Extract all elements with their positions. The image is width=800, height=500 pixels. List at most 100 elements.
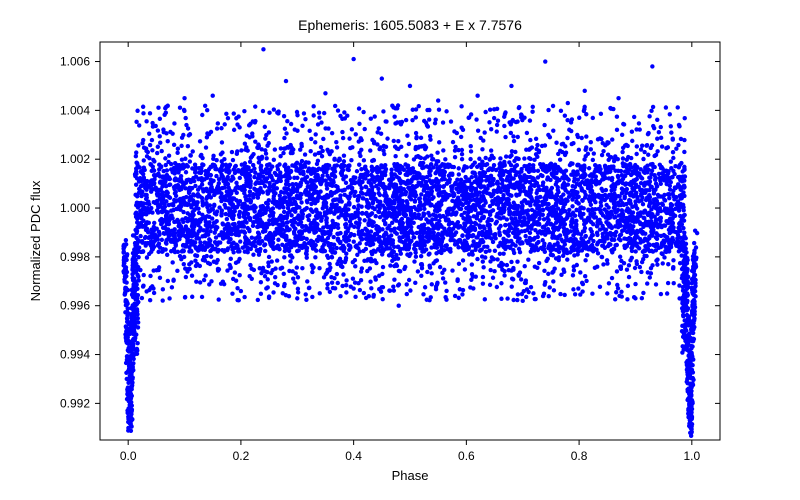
data-point <box>588 212 592 216</box>
data-point <box>621 212 625 216</box>
data-point <box>150 148 154 152</box>
data-point <box>435 187 439 191</box>
data-point <box>599 196 603 200</box>
data-point <box>225 189 229 193</box>
data-point <box>503 223 507 227</box>
data-point <box>291 197 295 201</box>
data-point <box>381 265 385 269</box>
data-point <box>457 172 461 176</box>
data-point <box>151 164 155 168</box>
data-point <box>536 240 540 244</box>
data-point <box>369 250 373 254</box>
data-point <box>422 207 426 211</box>
data-point <box>616 181 620 185</box>
data-point <box>468 234 472 238</box>
data-point <box>355 253 359 257</box>
data-point <box>666 262 670 266</box>
data-point <box>528 175 532 179</box>
data-point <box>381 212 385 216</box>
data-point <box>472 214 476 218</box>
data-point <box>477 231 481 235</box>
data-point <box>189 203 193 207</box>
data-point <box>438 215 442 219</box>
data-point <box>372 158 376 162</box>
data-point <box>251 163 255 167</box>
data-point <box>300 215 304 219</box>
data-point <box>175 151 179 155</box>
data-point <box>574 219 578 223</box>
data-point <box>639 147 643 151</box>
data-point <box>362 218 366 222</box>
data-point <box>231 158 235 162</box>
data-point <box>431 226 435 230</box>
data-point <box>162 232 166 236</box>
data-point <box>515 206 519 210</box>
data-point <box>571 233 575 237</box>
data-point <box>443 157 447 161</box>
data-point <box>421 212 425 216</box>
data-point <box>418 207 422 211</box>
data-point <box>450 189 454 193</box>
data-point <box>488 166 492 170</box>
data-point <box>136 143 140 147</box>
data-point <box>152 221 156 225</box>
data-point <box>382 152 386 156</box>
data-point <box>192 208 196 212</box>
data-point <box>611 166 615 170</box>
data-point <box>184 163 188 167</box>
data-point <box>612 238 616 242</box>
data-point <box>371 193 375 197</box>
data-point <box>273 191 277 195</box>
data-point <box>457 238 461 242</box>
data-point <box>283 228 287 232</box>
data-point <box>502 269 506 273</box>
data-point <box>643 181 647 185</box>
data-point <box>144 212 148 216</box>
data-point <box>418 200 422 204</box>
data-point <box>326 236 330 240</box>
data-point <box>547 167 551 171</box>
data-point <box>267 181 271 185</box>
data-point <box>443 229 447 233</box>
data-point <box>260 179 264 183</box>
data-point <box>536 184 540 188</box>
data-point <box>303 207 307 211</box>
data-point <box>631 216 635 220</box>
data-point <box>553 197 557 201</box>
data-point <box>356 203 360 207</box>
data-point <box>606 152 610 156</box>
data-point <box>383 222 387 226</box>
data-point <box>486 223 490 227</box>
data-point <box>349 158 353 162</box>
data-point <box>441 148 445 152</box>
data-point <box>406 179 410 183</box>
data-point <box>591 180 595 184</box>
data-point <box>263 148 267 152</box>
data-point <box>446 217 450 221</box>
data-point <box>536 211 540 215</box>
data-point <box>524 148 528 152</box>
y-axis-label: Normalized PDC flux <box>28 180 43 301</box>
data-point <box>589 173 593 177</box>
data-point <box>644 254 648 258</box>
data-point <box>209 254 213 258</box>
data-point <box>452 238 456 242</box>
data-point <box>326 225 330 229</box>
data-point <box>475 257 479 261</box>
data-point <box>203 248 207 252</box>
data-point <box>484 235 488 239</box>
data-point <box>417 172 421 176</box>
data-point <box>640 195 644 199</box>
data-point <box>198 226 202 230</box>
data-point <box>313 255 317 259</box>
data-point <box>650 143 654 147</box>
data-point <box>253 205 257 209</box>
data-point <box>627 263 631 267</box>
data-point <box>526 241 530 245</box>
data-point <box>472 197 476 201</box>
data-point <box>247 229 251 233</box>
data-point <box>134 150 138 154</box>
data-point <box>478 197 482 201</box>
data-point <box>266 264 270 268</box>
data-point <box>278 266 282 270</box>
